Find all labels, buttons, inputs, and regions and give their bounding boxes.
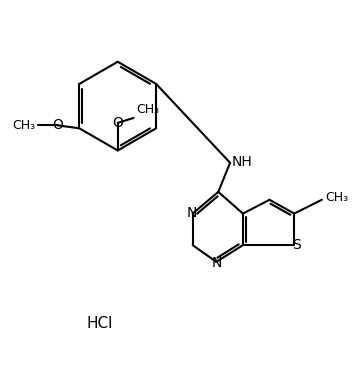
Text: CH₃: CH₃: [325, 191, 348, 204]
Text: N: N: [212, 256, 222, 270]
Text: CH₃: CH₃: [12, 119, 35, 132]
Text: CH₃: CH₃: [136, 103, 160, 116]
Text: N: N: [187, 206, 197, 220]
Text: HCl: HCl: [87, 315, 113, 330]
Text: S: S: [292, 238, 301, 252]
Text: NH: NH: [232, 155, 253, 169]
Text: O: O: [52, 118, 63, 132]
Text: O: O: [112, 116, 123, 130]
